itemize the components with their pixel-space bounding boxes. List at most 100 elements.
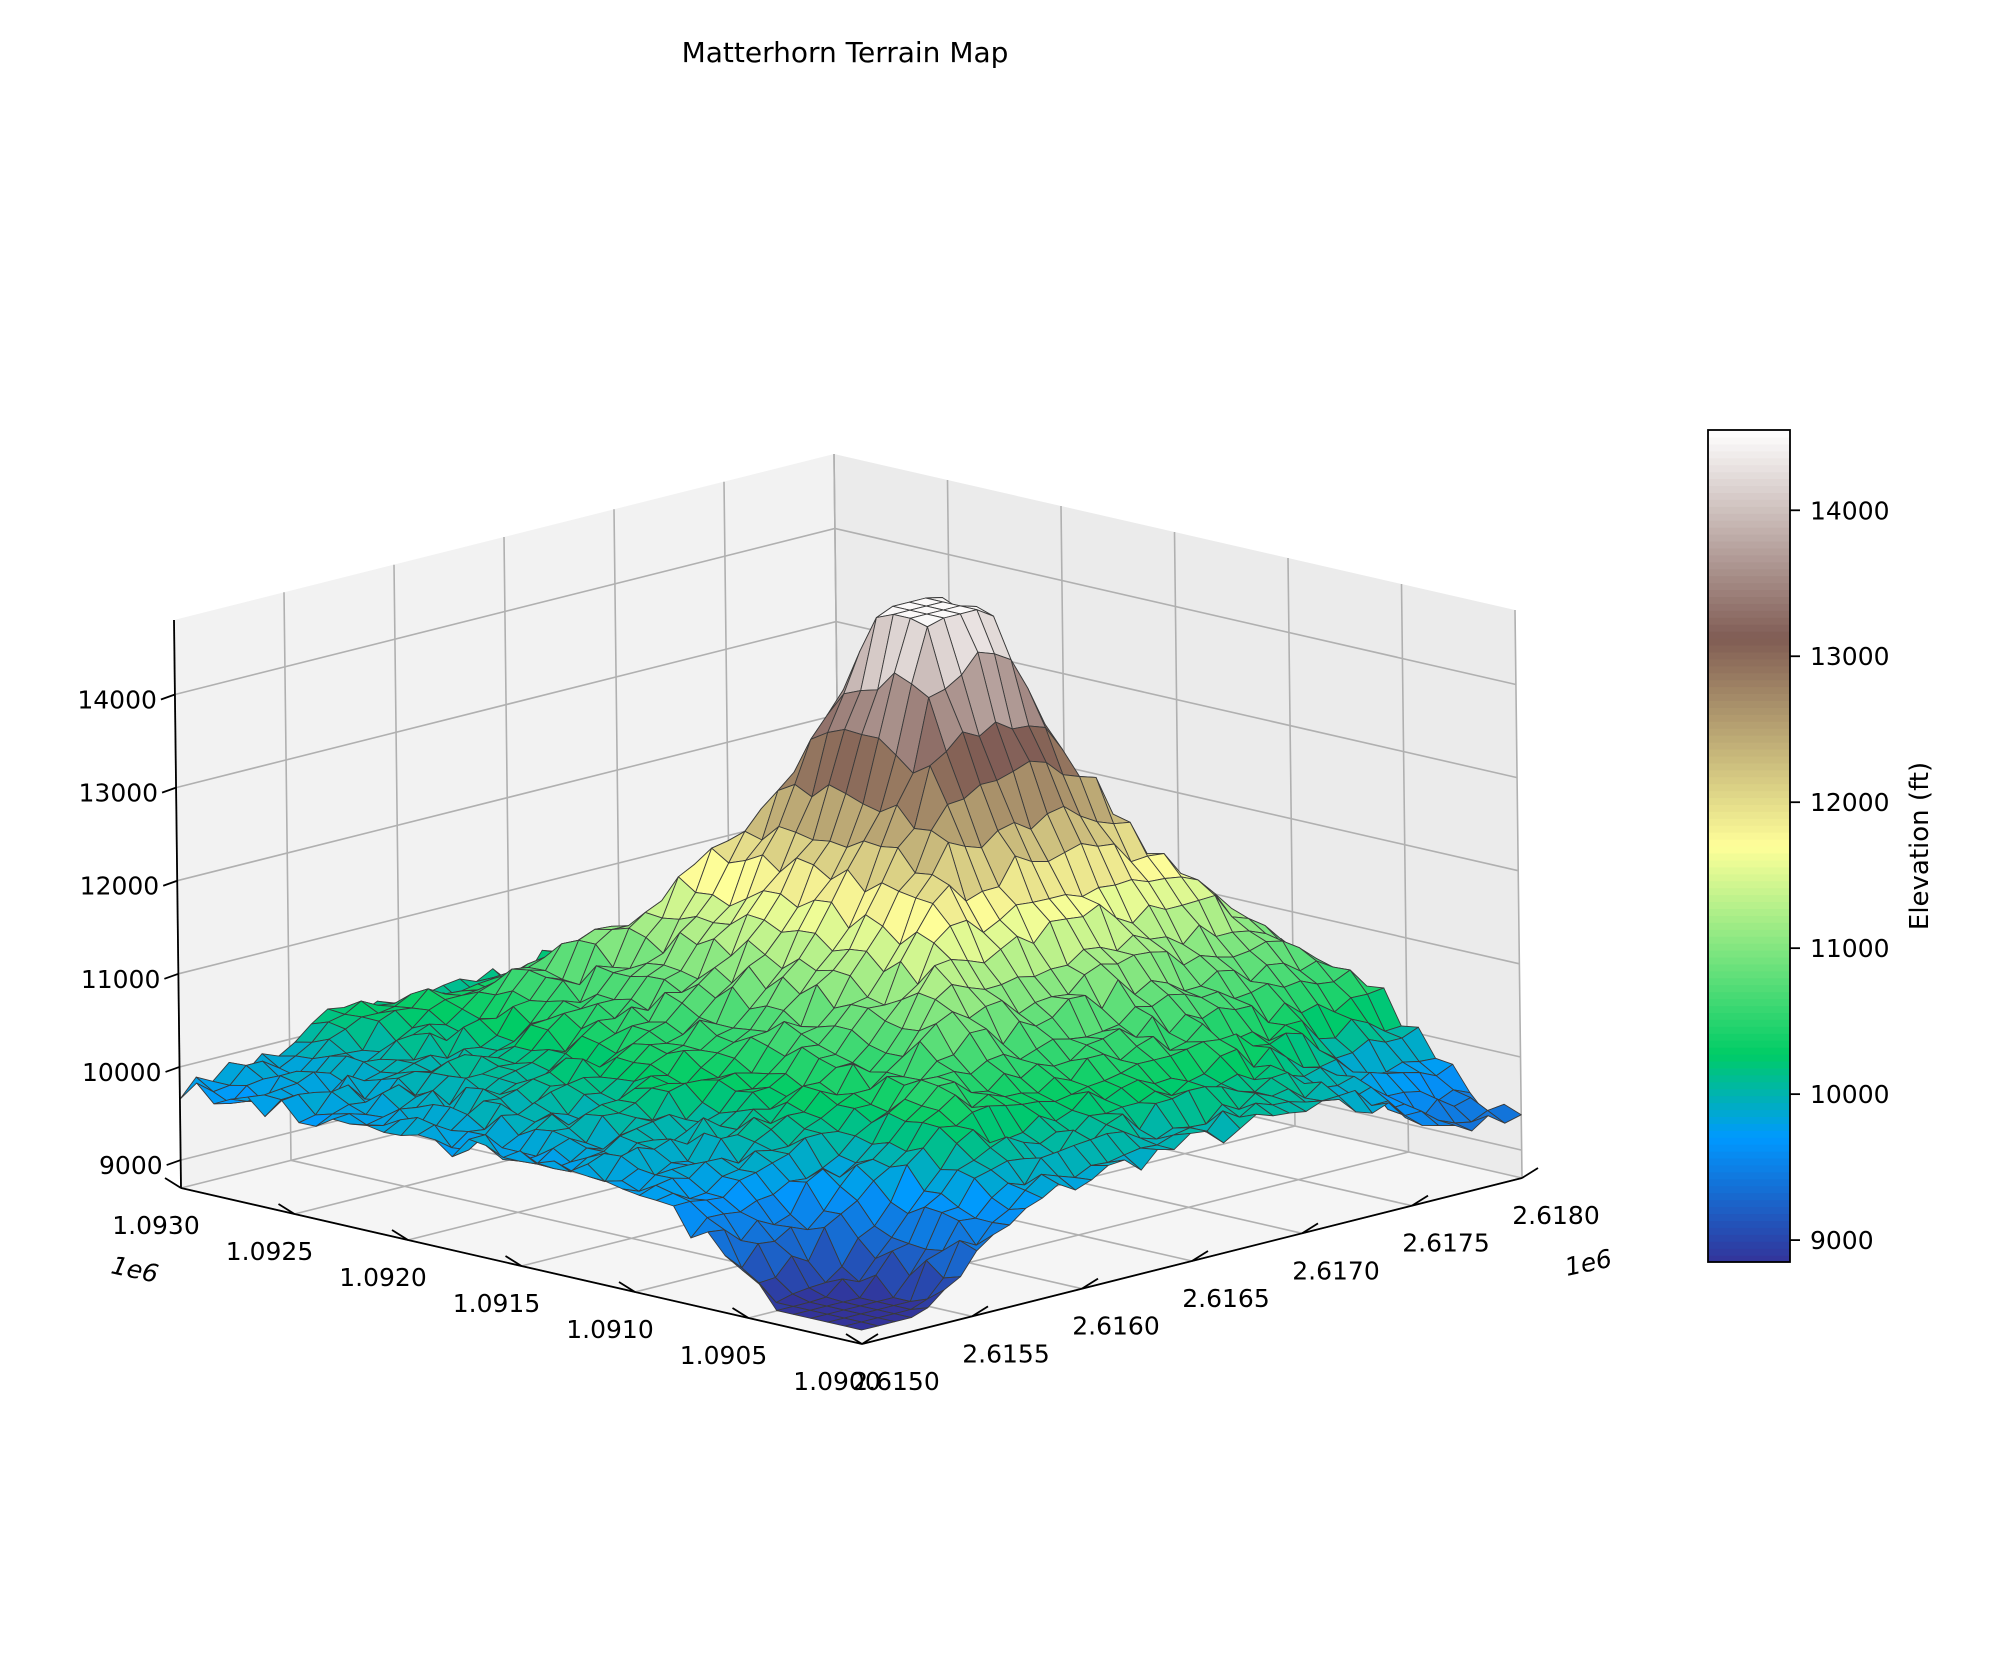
colorbar-band — [1708, 832, 1790, 840]
colorbar-band — [1708, 950, 1790, 958]
colorbar-band — [1708, 1255, 1790, 1263]
colorbar-band — [1708, 721, 1790, 729]
colorbar-band — [1708, 638, 1790, 646]
colorbar-band — [1708, 582, 1790, 591]
colorbar-band — [1708, 790, 1790, 799]
colorbar-band — [1708, 1164, 1790, 1173]
colorbar-band — [1708, 748, 1790, 757]
y-tick-label: 2.6165 — [1182, 1284, 1269, 1313]
z-tick-label: 9000 — [99, 1151, 163, 1180]
colorbar-band — [1708, 506, 1790, 514]
colorbar-band — [1708, 561, 1790, 570]
colorbar-band — [1708, 1144, 1790, 1152]
y-tick-mark — [861, 1333, 879, 1345]
y-tick-label: 2.6150 — [852, 1367, 939, 1396]
colorbar-band — [1708, 1213, 1790, 1221]
colorbar-band — [1708, 901, 1790, 909]
colorbar-band — [1708, 513, 1790, 521]
colorbar-band — [1708, 693, 1790, 701]
x-axis-multiplier: 1e6 — [109, 1251, 161, 1289]
colorbar-band — [1708, 970, 1790, 979]
colorbar-band — [1708, 1047, 1790, 1055]
x-tick-mark — [845, 1333, 863, 1345]
colorbar-band — [1708, 665, 1790, 674]
y-tick-label: 2.6160 — [1072, 1312, 1159, 1341]
colorbar-band — [1708, 554, 1790, 563]
colorbar-band — [1708, 783, 1790, 792]
colorbar-band — [1708, 679, 1790, 688]
colorbar-band — [1708, 998, 1790, 1007]
colorbar-band — [1708, 929, 1790, 937]
colorbar-band — [1708, 1123, 1790, 1131]
colorbar-tick-label: 12000 — [1810, 788, 1890, 817]
colorbar-band — [1708, 1158, 1790, 1166]
colorbar-band — [1708, 728, 1790, 736]
colorbar-band — [1708, 977, 1790, 986]
y-tick-label: 2.6170 — [1292, 1256, 1379, 1285]
y-tick-mark — [1301, 1222, 1319, 1235]
colorbar-band — [1708, 755, 1790, 764]
z-axis-line — [173, 619, 182, 1189]
colorbar-band — [1708, 596, 1790, 604]
x-tick-mark — [618, 1281, 636, 1293]
colorbar-band — [1708, 956, 1790, 965]
colorbar-band — [1708, 644, 1790, 653]
y-tick-label: 2.6175 — [1402, 1229, 1489, 1258]
z-gridline — [175, 620, 1518, 789]
colorbar-band — [1708, 1088, 1790, 1097]
x-tick-mark — [391, 1229, 409, 1241]
colorbar-band — [1708, 1178, 1790, 1187]
colorbar-band — [1708, 499, 1790, 507]
colorbar-band — [1708, 1241, 1790, 1249]
colorbar-band — [1708, 804, 1790, 812]
colorbar-band — [1708, 547, 1790, 556]
colorbar-band — [1708, 1019, 1790, 1027]
colorbar-band — [1708, 575, 1790, 584]
colorbar-band — [1708, 936, 1790, 944]
colorbar-band — [1708, 839, 1790, 847]
colorbar-band — [1708, 457, 1790, 466]
colorbar-band — [1708, 887, 1790, 896]
z-gridline — [174, 527, 1517, 696]
x-tick-mark — [505, 1255, 522, 1267]
colorbar: 9000 10000 11000 12000 13000 14000 Elevation (… — [1707, 429, 1935, 1263]
colorbar-band — [1708, 742, 1790, 750]
colorbar-band — [1708, 1040, 1790, 1048]
colorbar-band — [1708, 617, 1790, 625]
colorbar-band — [1708, 568, 1790, 577]
colorbar-band — [1708, 1067, 1790, 1076]
colorbar-band — [1708, 1248, 1790, 1256]
z-tick-label: 14000 — [77, 685, 157, 714]
colorbar-band — [1708, 686, 1790, 695]
colorbar-tick-label: 9000 — [1810, 1226, 1874, 1255]
terrain-surface — [179, 597, 1522, 1331]
colorbar-tick-label: 10000 — [1810, 1080, 1890, 1109]
colorbar-band — [1708, 485, 1790, 493]
colorbar-band — [1708, 825, 1790, 833]
colorbar-band — [1708, 880, 1790, 889]
colorbar-band — [1708, 1199, 1790, 1208]
colorbar-band — [1708, 1206, 1790, 1215]
z-tick-mark — [166, 1159, 181, 1166]
colorbar-band — [1708, 908, 1790, 916]
colorbar-band — [1708, 1033, 1790, 1041]
colorbar-band — [1708, 520, 1790, 528]
colorbar-band — [1708, 915, 1790, 923]
colorbar-band — [1708, 818, 1790, 826]
z-tick-mark — [161, 786, 177, 794]
colorbar-band — [1708, 811, 1790, 819]
colorbar-band — [1708, 866, 1790, 875]
colorbar-band — [1708, 797, 1790, 805]
colorbar-band — [1708, 631, 1790, 639]
y-tick-mark — [1081, 1277, 1099, 1290]
colorbar-band — [1708, 1054, 1790, 1062]
colorbar-frame — [1707, 429, 1791, 1263]
colorbar-band — [1708, 1102, 1790, 1111]
colorbar-band — [1708, 1137, 1790, 1145]
colorbar-band — [1708, 922, 1790, 930]
colorbar-band — [1708, 1060, 1790, 1069]
colorbar-band — [1708, 1074, 1790, 1083]
colorbar-band — [1708, 527, 1790, 535]
y-tick-label: 2.6155 — [962, 1339, 1049, 1368]
